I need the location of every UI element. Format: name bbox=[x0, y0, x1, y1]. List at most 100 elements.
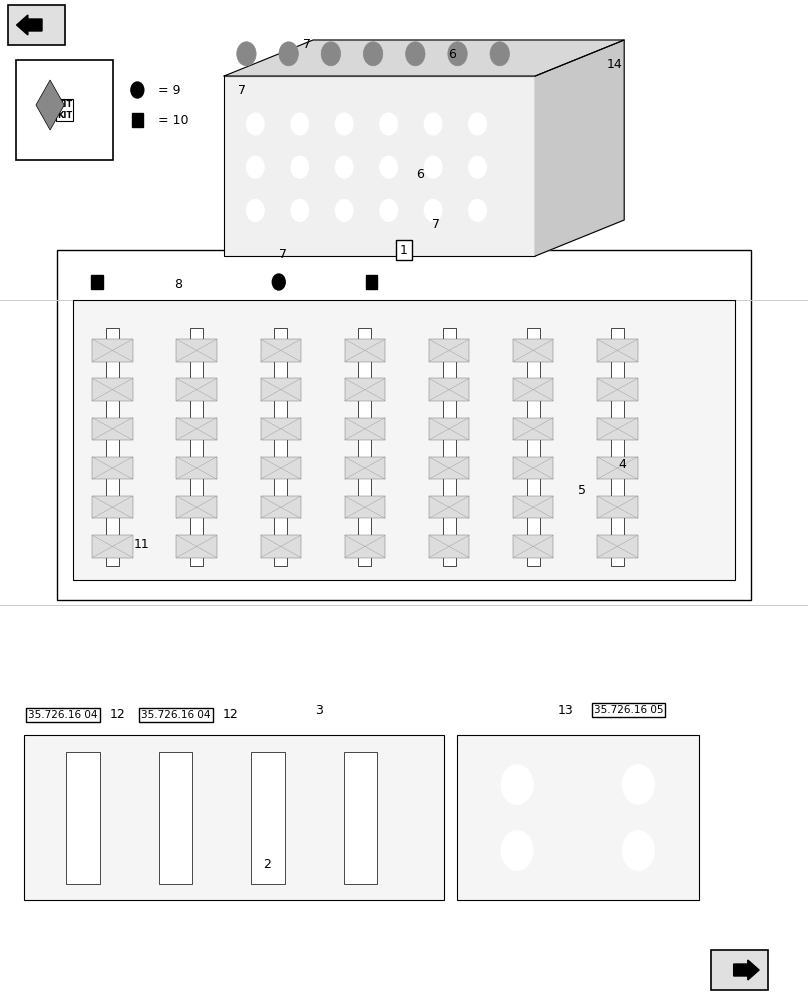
Bar bbox=[73, 300, 735, 580]
Bar bbox=[158, 752, 192, 884]
Text: 6: 6 bbox=[448, 48, 457, 62]
Bar bbox=[176, 418, 217, 440]
Bar bbox=[597, 339, 638, 362]
FancyArrow shape bbox=[734, 960, 760, 980]
Text: 14: 14 bbox=[606, 58, 622, 72]
Circle shape bbox=[501, 765, 533, 804]
Text: 35.726.16 04: 35.726.16 04 bbox=[141, 710, 211, 720]
Bar bbox=[513, 418, 553, 440]
Bar bbox=[345, 378, 385, 401]
Circle shape bbox=[424, 113, 442, 135]
Text: 12: 12 bbox=[109, 708, 125, 722]
Text: 6: 6 bbox=[416, 168, 424, 182]
Circle shape bbox=[237, 42, 256, 66]
Circle shape bbox=[335, 156, 353, 178]
Circle shape bbox=[406, 42, 425, 66]
Bar bbox=[92, 378, 133, 401]
Bar bbox=[176, 339, 217, 362]
Bar bbox=[132, 113, 143, 127]
Text: 11: 11 bbox=[133, 538, 149, 552]
Text: 4: 4 bbox=[618, 458, 626, 472]
Bar bbox=[260, 457, 301, 479]
Text: 7: 7 bbox=[303, 38, 311, 51]
Bar bbox=[513, 496, 553, 518]
Text: 13: 13 bbox=[558, 704, 574, 716]
Bar bbox=[92, 457, 133, 479]
Bar bbox=[611, 328, 624, 566]
Text: 7: 7 bbox=[432, 219, 440, 232]
Circle shape bbox=[246, 199, 264, 221]
Circle shape bbox=[322, 42, 341, 66]
Bar bbox=[66, 752, 100, 884]
Bar bbox=[597, 535, 638, 558]
Circle shape bbox=[380, 199, 398, 221]
Polygon shape bbox=[225, 40, 624, 76]
Bar bbox=[176, 378, 217, 401]
Bar bbox=[260, 496, 301, 518]
Text: 5: 5 bbox=[578, 484, 586, 496]
Polygon shape bbox=[536, 40, 624, 256]
Bar bbox=[345, 339, 385, 362]
Circle shape bbox=[279, 42, 298, 66]
Bar bbox=[345, 418, 385, 440]
Bar bbox=[457, 735, 699, 900]
Bar bbox=[92, 339, 133, 362]
Bar bbox=[366, 275, 377, 289]
Bar bbox=[429, 535, 469, 558]
Circle shape bbox=[448, 42, 467, 66]
Circle shape bbox=[424, 156, 442, 178]
Bar bbox=[429, 457, 469, 479]
Bar bbox=[345, 457, 385, 479]
Bar bbox=[527, 328, 540, 566]
Bar bbox=[92, 535, 133, 558]
Bar bbox=[343, 752, 377, 884]
Circle shape bbox=[622, 831, 654, 870]
Bar bbox=[176, 496, 217, 518]
Bar bbox=[597, 457, 638, 479]
Circle shape bbox=[291, 199, 309, 221]
Circle shape bbox=[272, 274, 285, 290]
Bar bbox=[345, 496, 385, 518]
Circle shape bbox=[380, 156, 398, 178]
Bar bbox=[513, 378, 553, 401]
Text: 3: 3 bbox=[315, 704, 323, 716]
Bar bbox=[429, 339, 469, 362]
Circle shape bbox=[291, 113, 309, 135]
Circle shape bbox=[424, 199, 442, 221]
Bar bbox=[513, 535, 553, 558]
Bar bbox=[260, 535, 301, 558]
Circle shape bbox=[469, 199, 486, 221]
Text: 12: 12 bbox=[222, 708, 238, 722]
Bar bbox=[597, 378, 638, 401]
Bar bbox=[260, 339, 301, 362]
Circle shape bbox=[622, 765, 654, 804]
FancyArrow shape bbox=[16, 15, 42, 35]
Circle shape bbox=[469, 156, 486, 178]
Circle shape bbox=[490, 42, 510, 66]
Bar bbox=[429, 496, 469, 518]
Circle shape bbox=[246, 156, 264, 178]
Circle shape bbox=[291, 156, 309, 178]
Circle shape bbox=[380, 113, 398, 135]
Circle shape bbox=[364, 42, 383, 66]
Bar bbox=[190, 328, 203, 566]
Bar bbox=[513, 457, 553, 479]
Bar bbox=[91, 275, 103, 289]
Text: 8: 8 bbox=[174, 278, 182, 292]
Text: 2: 2 bbox=[263, 858, 271, 871]
Bar bbox=[57, 250, 751, 600]
Bar bbox=[106, 328, 119, 566]
Bar bbox=[8, 5, 65, 45]
Circle shape bbox=[469, 113, 486, 135]
Circle shape bbox=[335, 199, 353, 221]
Text: KIT
KIT: KIT KIT bbox=[57, 100, 72, 120]
Bar bbox=[92, 418, 133, 440]
Text: = 9: = 9 bbox=[158, 84, 180, 97]
Circle shape bbox=[335, 113, 353, 135]
FancyBboxPatch shape bbox=[225, 76, 536, 256]
Bar bbox=[260, 418, 301, 440]
Bar bbox=[443, 328, 456, 566]
Bar bbox=[274, 328, 287, 566]
Bar bbox=[251, 752, 284, 884]
Text: = 10: = 10 bbox=[158, 113, 188, 126]
